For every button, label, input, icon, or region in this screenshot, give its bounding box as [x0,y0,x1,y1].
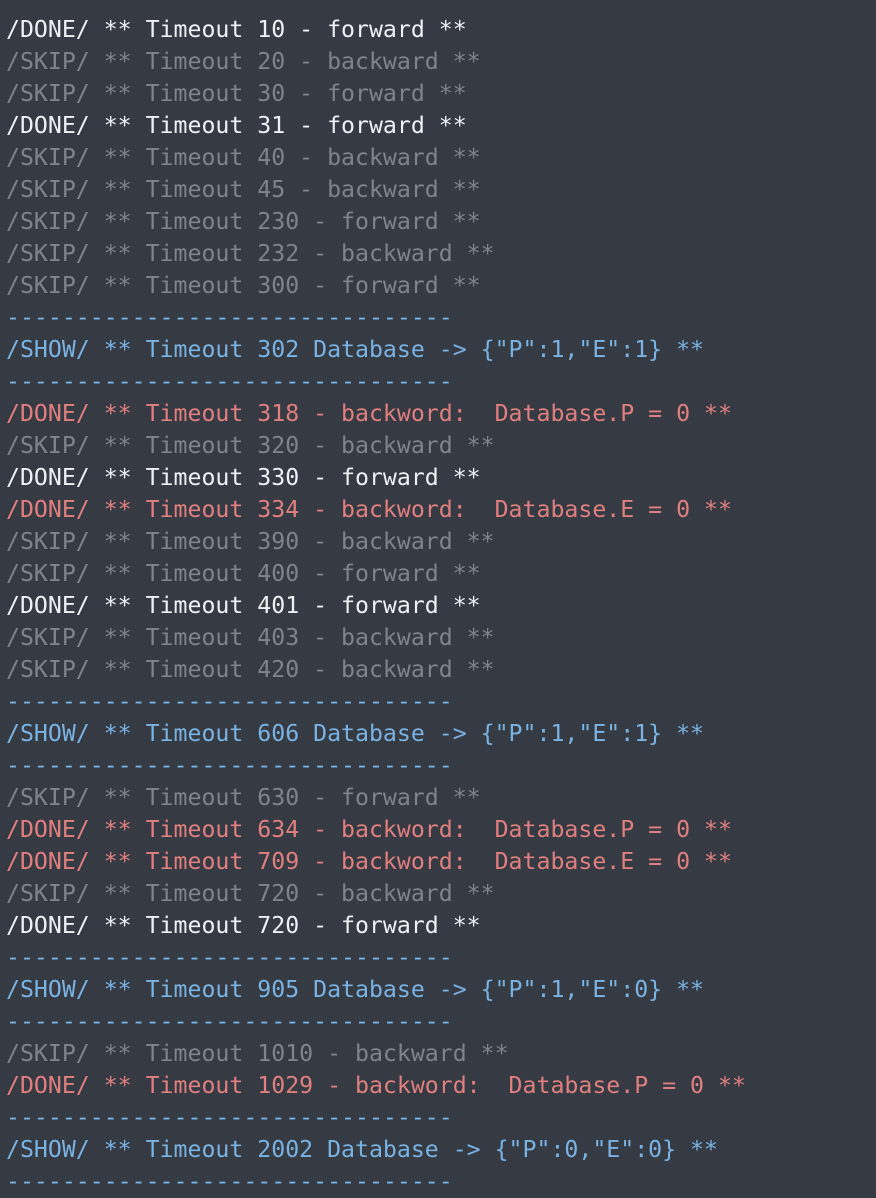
separator-line: -------------------------------- [6,1008,453,1035]
log-line-skip: /SKIP/ ** Timeout 1010 - backward ** [6,1040,509,1067]
log-line-done: /DONE/ ** Timeout 31 - forward ** [6,112,467,139]
separator-line: -------------------------------- [6,304,453,331]
log-line-show: /SHOW/ ** Timeout 606 Database -> {"P":1… [6,720,705,747]
separator-line: -------------------------------- [6,688,453,715]
log-line-skip: /SKIP/ ** Timeout 420 - backward ** [6,656,495,683]
log-line-show: /SHOW/ ** Timeout 302 Database -> {"P":1… [6,336,705,363]
log-line-show: /SHOW/ ** Timeout 905 Database -> {"P":1… [6,976,705,1003]
log-line-err: /DONE/ ** Timeout 634 - backword: Databa… [6,816,732,843]
log-line-show: /SHOW/ ** Timeout 2002 Database -> {"P":… [6,1136,718,1163]
separator-line: -------------------------------- [6,1168,453,1195]
log-line-done: /DONE/ ** Timeout 401 - forward ** [6,592,481,619]
log-line-skip: /SKIP/ ** Timeout 390 - backward ** [6,528,495,555]
log-line-skip: /SKIP/ ** Timeout 230 - forward ** [6,208,481,235]
separator-line: -------------------------------- [6,368,453,395]
log-line-skip: /SKIP/ ** Timeout 403 - backward ** [6,624,495,651]
log-line-skip: /SKIP/ ** Timeout 30 - forward ** [6,80,467,107]
log-line-done: /DONE/ ** Timeout 10 - forward ** [6,16,467,43]
log-line-skip: /SKIP/ ** Timeout 40 - backward ** [6,144,481,171]
log-line-done: /DONE/ ** Timeout 720 - forward ** [6,912,481,939]
log-line-skip: /SKIP/ ** Timeout 720 - backward ** [6,880,495,907]
log-line-done: /DONE/ ** Timeout 330 - forward ** [6,464,481,491]
log-line-skip: /SKIP/ ** Timeout 400 - forward ** [6,560,481,587]
separator-line: -------------------------------- [6,944,453,971]
log-line-err: /DONE/ ** Timeout 318 - backword: Databa… [6,400,732,427]
log-line-skip: /SKIP/ ** Timeout 232 - backward ** [6,240,495,267]
log-line-skip: /SKIP/ ** Timeout 20 - backward ** [6,48,481,75]
log-line-skip: /SKIP/ ** Timeout 45 - backward ** [6,176,481,203]
log-line-skip: /SKIP/ ** Timeout 320 - backward ** [6,432,495,459]
log-line-skip: /SKIP/ ** Timeout 630 - forward ** [6,784,481,811]
log-line-err: /DONE/ ** Timeout 709 - backword: Databa… [6,848,732,875]
log-line-err: /DONE/ ** Timeout 1029 - backword: Datab… [6,1072,746,1099]
log-line-skip: /SKIP/ ** Timeout 300 - forward ** [6,272,481,299]
separator-line: -------------------------------- [6,752,453,779]
separator-line: -------------------------------- [6,1104,453,1131]
log-line-err: /DONE/ ** Timeout 334 - backword: Databa… [6,496,732,523]
